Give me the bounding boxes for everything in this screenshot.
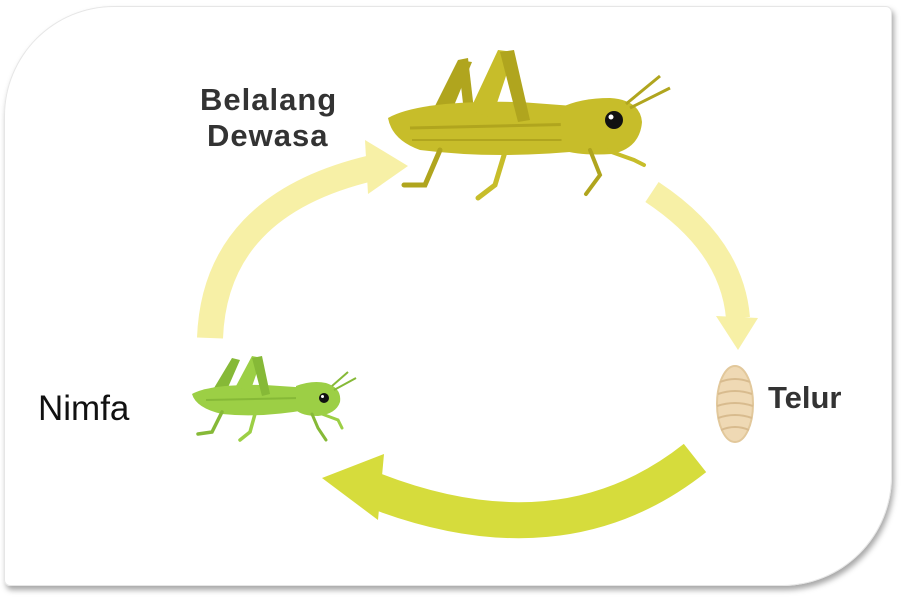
arrow-adult-to-egg xyxy=(645,181,758,350)
nymph-grasshopper-icon xyxy=(192,356,357,442)
egg-icon xyxy=(716,365,754,443)
arrow-nymph-to-adult xyxy=(197,140,408,339)
stage-label-adult-line1: Belalang xyxy=(200,82,338,117)
stage-label-adult: Belalang Dewasa xyxy=(200,82,337,153)
stage-label-adult-line2: Dewasa xyxy=(207,117,329,153)
stage-label-nymph: Nimfa xyxy=(38,389,130,428)
stage-label-egg: Telur xyxy=(768,380,842,415)
adult-grasshopper-icon xyxy=(388,50,671,201)
arrow-egg-to-nymph xyxy=(322,443,707,539)
